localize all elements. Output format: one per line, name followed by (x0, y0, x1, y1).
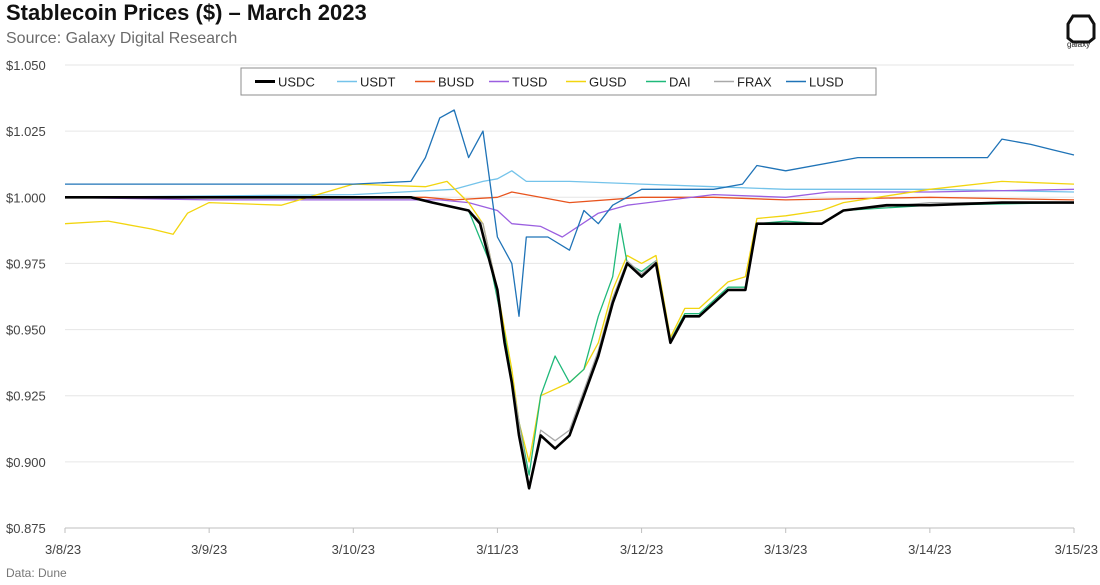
y-tick-label: $0.950 (6, 323, 46, 338)
legend-label-lusd: LUSD (809, 75, 844, 90)
galaxy-logo-icon (1066, 14, 1096, 44)
legend-label-tusd: TUSD (512, 75, 547, 90)
y-tick-label: $0.925 (6, 389, 46, 404)
legend-label-busd: BUSD (438, 75, 474, 90)
legend-label-frax: FRAX (737, 75, 772, 90)
x-tick-label: 3/12/23 (620, 542, 663, 557)
series-line-busd (65, 191, 1075, 204)
x-tick-label: 3/15/23 (1055, 542, 1098, 557)
legend-label-usdt: USDT (360, 75, 395, 90)
y-tick-label: $0.975 (6, 256, 46, 271)
axes: $0.875 $0.900 $0.925 $0.950 $0.975 $1.000 $1.0… (6, 58, 1098, 557)
series-line-usdc (65, 196, 1074, 490)
legend-label-usdc: USDC (278, 75, 315, 90)
series-lines (64, 109, 1075, 490)
logo-text: galaxy (1067, 40, 1091, 49)
y-tick-label: $1.000 (6, 190, 46, 205)
series-line-lusd (65, 109, 1075, 317)
x-tick-label: 3/8/23 (45, 542, 81, 557)
x-tick-label: 3/14/23 (908, 542, 951, 557)
legend-label-dai: DAI (669, 75, 691, 90)
x-tick-label: 3/11/23 (476, 542, 518, 557)
legend-label-gusd: GUSD (589, 75, 627, 90)
y-tick-label: $1.050 (6, 58, 46, 73)
data-source-note: Data: Dune (6, 566, 67, 580)
x-tick-label: 3/13/23 (764, 542, 807, 557)
series-line-gusd (64, 180, 1075, 463)
series-line-frax (65, 196, 1074, 489)
y-tick-label: $0.900 (6, 455, 46, 470)
x-tick-label: 3/10/23 (332, 542, 375, 557)
chart-subtitle: Source: Galaxy Digital Research (6, 30, 238, 47)
chart-title: Stablecoin Prices ($) – March 2023 (6, 0, 367, 25)
grid-lines (65, 64, 1074, 463)
legend-box (240, 67, 877, 96)
series-line-usdt (64, 170, 1075, 198)
y-tick-label: $1.025 (6, 124, 46, 139)
series-line-tusd (64, 188, 1075, 238)
legend: USDC USDT BUSD TUSD GUSD DAI FRAX LUSD (240, 67, 877, 96)
x-tick-label: 3/9/23 (191, 542, 227, 557)
y-tick-label: $0.875 (6, 521, 46, 536)
